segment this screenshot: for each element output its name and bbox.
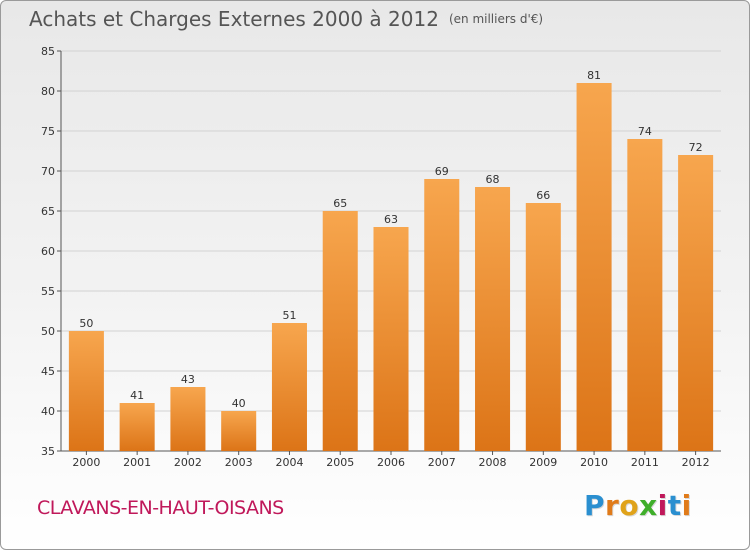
logo-letter: t [667,489,682,522]
logo-letter: r [605,489,620,522]
y-tick-label: 70 [41,165,55,178]
x-tick-label: 2005 [326,456,354,469]
labels: 35 40 45 50 55 60 65 70 75 80 85 50 2000 41 2001 43 2002… [41,45,710,469]
bar[interactable] [170,387,206,451]
bar[interactable] [627,139,663,451]
proxiti-logo[interactable]: Proxiti [584,489,692,522]
chart-title-text: Achats et Charges Externes 2000 à 2012 [29,7,439,31]
y-tick-label: 80 [41,85,55,98]
bar-value-label: 74 [638,125,652,138]
x-tick-label: 2002 [174,456,202,469]
bar-value-label: 72 [689,141,703,154]
bar[interactable] [221,411,257,451]
y-tick-label: 50 [41,325,55,338]
bar[interactable] [475,187,511,451]
bar[interactable] [576,83,612,451]
logo-letter: o [619,489,640,522]
bar[interactable] [119,403,155,451]
y-tick-label: 40 [41,405,55,418]
x-tick-label: 2003 [225,456,253,469]
y-tick-label: 55 [41,285,55,298]
x-tick-label: 2007 [428,456,456,469]
chart-unit: (en milliers d'€) [448,12,544,26]
x-tick-label: 2006 [377,456,405,469]
bar[interactable] [373,227,409,451]
bar-value-label: 65 [333,197,347,210]
bar-value-label: 63 [384,213,398,226]
y-tick-label: 45 [41,365,55,378]
chart-title: Achats et Charges Externes 2000 à 2012 (e… [29,7,543,31]
x-tick-label: 2010 [580,456,608,469]
bar-value-label: 66 [536,189,550,202]
y-tick-label: 35 [41,445,55,458]
bar[interactable] [424,179,460,451]
bar[interactable] [271,323,307,451]
logo-letter: i [681,489,692,522]
logo-letter: P [584,489,606,522]
y-tick-label: 65 [41,205,55,218]
bar-value-label: 68 [486,173,500,186]
y-tick-label: 75 [41,125,55,138]
x-tick-label: 2000 [72,456,100,469]
commune-name: CLAVANS-EN-HAUT-OISANS [37,497,284,519]
x-tick-label: 2011 [631,456,659,469]
bar[interactable] [322,211,358,451]
x-tick-label: 2009 [529,456,557,469]
bar-value-label: 50 [79,317,93,330]
y-tick-label: 85 [41,45,55,58]
x-tick-label: 2012 [682,456,710,469]
bars [68,83,714,451]
bar-value-label: 43 [181,373,195,386]
bar-value-label: 69 [435,165,449,178]
bar-value-label: 81 [587,69,601,82]
bar[interactable] [68,331,104,451]
logo-letter: x [639,489,658,522]
y-tick-label: 60 [41,245,55,258]
x-tick-label: 2008 [479,456,507,469]
bar-value-label: 40 [232,397,246,410]
x-tick-label: 2001 [123,456,151,469]
logo-letter: i [657,489,668,522]
x-tick-label: 2004 [275,456,303,469]
bar-value-label: 41 [130,389,144,402]
bar[interactable] [678,155,714,451]
bar-value-label: 51 [282,309,296,322]
bar[interactable] [525,203,561,451]
